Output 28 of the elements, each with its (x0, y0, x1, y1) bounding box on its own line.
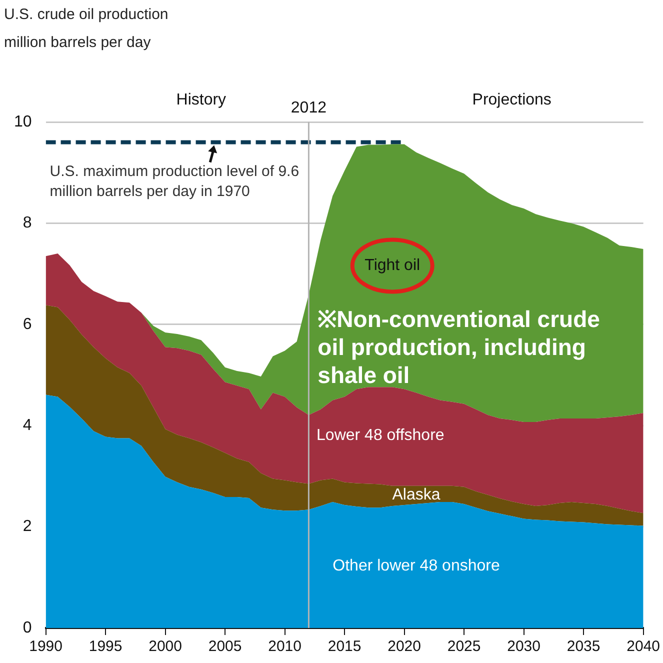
x-tick-label: 2020 (388, 638, 421, 656)
x-tick-label: 2015 (328, 638, 362, 656)
annotation: U.S. maximum production level of 9.6 million barrels per day in 1970 (50, 162, 300, 200)
y-tick-label: 2 (22, 518, 32, 536)
x-tick-label: 1990 (29, 638, 62, 656)
y-axis-title: million barrels per day (4, 34, 151, 51)
text: History (176, 91, 226, 108)
series-label: Alaska (392, 486, 440, 504)
series-label: Lower 48 offshore (316, 427, 444, 444)
x-tick-label: 2000 (148, 638, 182, 656)
x-tick-label: 2030 (507, 638, 540, 656)
ref-line-label: 2012 (290, 99, 327, 116)
chart-title: U.S. crude oil production (4, 6, 168, 23)
x-tick-label: 2035 (566, 638, 600, 656)
annotation: ※Non-conventional crude oil production, including shale oil (318, 306, 600, 388)
y-tick-label: 8 (22, 214, 32, 232)
x-tick-label: 2040 (626, 638, 660, 656)
y-tick-label: 4 (22, 417, 32, 434)
y-tick-label: 10 (14, 113, 32, 130)
series-label: Tight oil (364, 257, 420, 274)
x-tick-label: 2025 (447, 638, 481, 656)
x-tick-label: 1995 (88, 638, 122, 656)
text: Projections (472, 91, 552, 108)
x-tick-label: 2010 (268, 638, 302, 656)
y-tick-label: 0 (22, 619, 32, 636)
x-tick-label: 2005 (208, 638, 242, 656)
y-tick-label: 6 (22, 316, 32, 333)
series-label: Other lower 48 onshore (332, 557, 500, 574)
